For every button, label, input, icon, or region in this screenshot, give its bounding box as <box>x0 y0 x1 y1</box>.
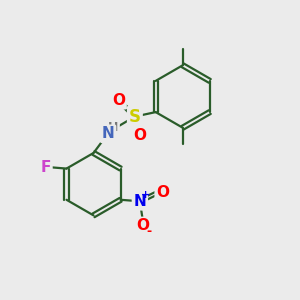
Text: O: O <box>136 218 149 233</box>
Text: N: N <box>102 126 115 141</box>
Text: O: O <box>156 185 169 200</box>
Text: -: - <box>147 225 152 239</box>
Text: S: S <box>129 108 141 126</box>
Text: +: + <box>141 190 150 200</box>
Text: O: O <box>112 93 125 108</box>
Text: N: N <box>134 194 146 209</box>
Text: O: O <box>133 128 146 143</box>
Text: H: H <box>108 122 119 134</box>
Text: F: F <box>40 160 51 175</box>
